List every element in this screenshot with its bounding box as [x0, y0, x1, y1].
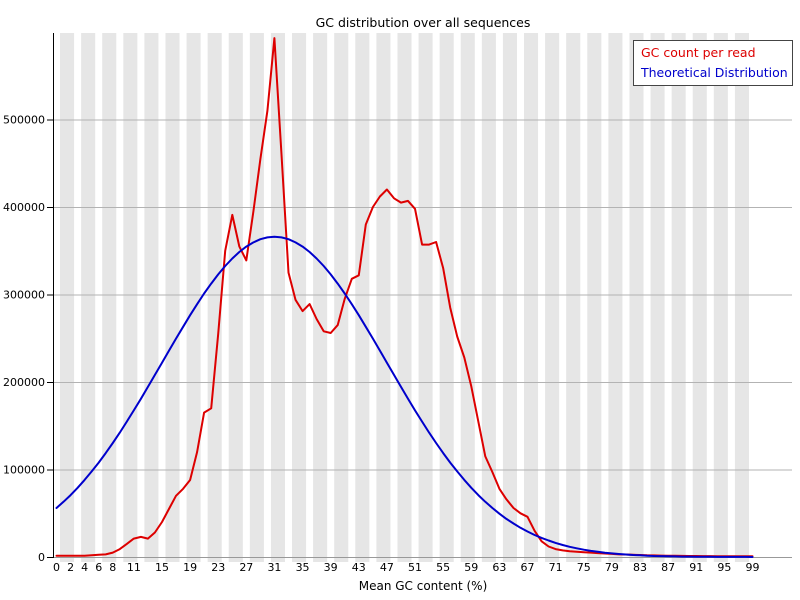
- legend-label-gc-count: GC count per read: [641, 45, 756, 60]
- y-tick-label: 300000: [3, 289, 45, 302]
- x-tick-label: 8: [109, 561, 116, 574]
- chart-title: GC distribution over all sequences: [315, 15, 531, 30]
- y-tick-label: 200000: [3, 376, 45, 389]
- y-tick-label: 500000: [3, 114, 45, 127]
- x-tick-labels: 0 2 4 6 8 11 15 19 23 27 31 35 39 43 47 51 55 59 63 67 71 75 7…: [53, 561, 759, 574]
- x-axis-title: Mean GC content (%): [358, 579, 488, 593]
- x-tick-label: 19: [183, 561, 197, 574]
- y-tick-label: 0: [38, 551, 45, 564]
- x-tick-label: 75: [577, 561, 591, 574]
- x-tick-label: 11: [127, 561, 141, 574]
- x-tick-label: 99: [745, 561, 759, 574]
- x-tick-label: 63: [492, 561, 506, 574]
- x-tick-label: 27: [239, 561, 253, 574]
- x-tick-label: 31: [267, 561, 281, 574]
- x-tick-label: 71: [549, 561, 563, 574]
- y-tick-label: 100000: [3, 464, 45, 477]
- x-tick-label: 83: [633, 561, 647, 574]
- x-tick-label: 35: [296, 561, 310, 574]
- x-tick-label: 79: [605, 561, 619, 574]
- x-tick-label: 59: [464, 561, 478, 574]
- background-bands: [60, 33, 749, 562]
- x-tick-label: 15: [155, 561, 169, 574]
- y-tick-label: 400000: [3, 201, 45, 214]
- x-tick-label: 2: [67, 561, 74, 574]
- legend: GC count per read Theoretical Distributi…: [633, 40, 793, 86]
- legend-item-theoretical: Theoretical Distribution: [641, 63, 788, 83]
- x-tick-label: 95: [717, 561, 731, 574]
- x-tick-label: 51: [408, 561, 422, 574]
- x-tick-label: 23: [211, 561, 225, 574]
- legend-item-gc-count: GC count per read: [641, 43, 785, 63]
- x-tick-label: 47: [380, 561, 394, 574]
- x-tick-label: 87: [661, 561, 675, 574]
- x-tick-label: 67: [521, 561, 535, 574]
- x-tick-label: 0: [53, 561, 60, 574]
- legend-label-theoretical: Theoretical Distribution: [641, 65, 788, 80]
- x-tick-label: 4: [81, 561, 88, 574]
- x-tick-label: 91: [689, 561, 703, 574]
- x-tick-label: 43: [352, 561, 366, 574]
- x-tick-label: 6: [95, 561, 102, 574]
- theoretical-line: [55, 235, 754, 558]
- x-tick-label: 39: [324, 561, 338, 574]
- y-tick-labels: 0 100000 200000 300000 400000 500000: [3, 114, 53, 564]
- x-tick-label: 55: [436, 561, 450, 574]
- gridlines: [53, 119, 792, 471]
